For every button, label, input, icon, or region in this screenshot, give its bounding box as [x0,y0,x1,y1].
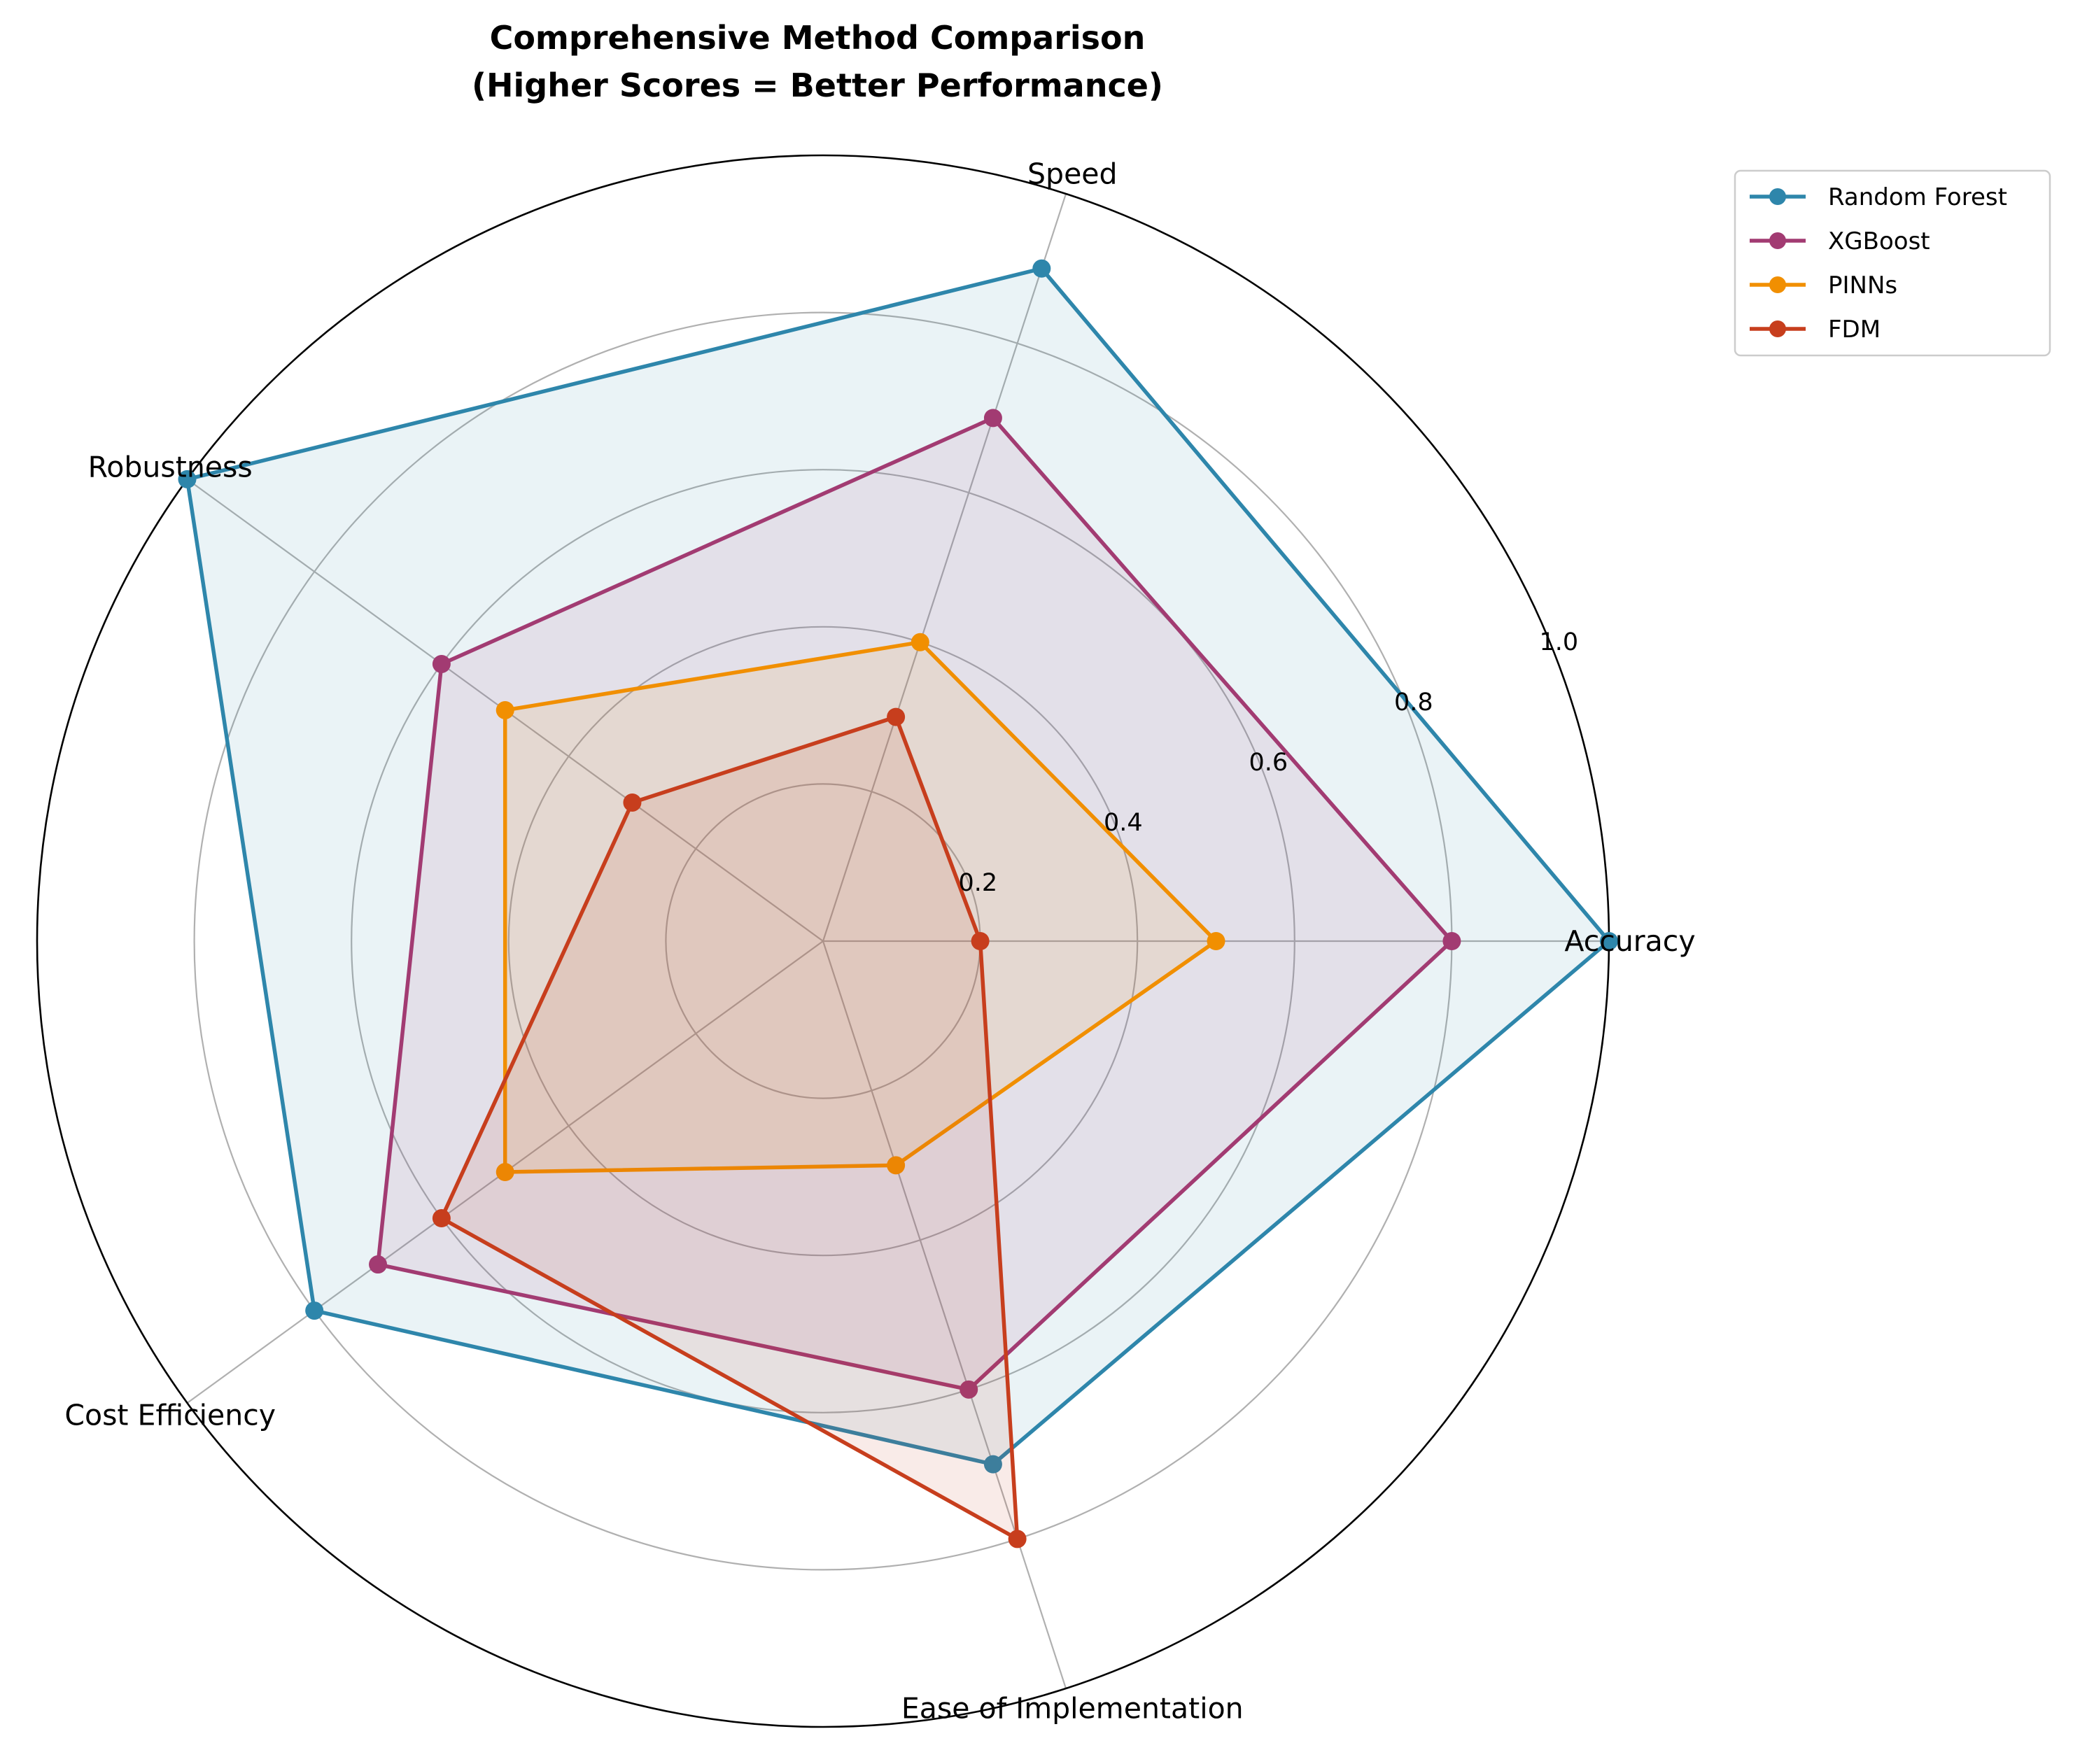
r-tick-label-4: 0.8 [1394,689,1433,717]
r-tick-label-3: 0.6 [1249,749,1288,777]
series-4 [432,707,1027,1548]
data-point-3-2 [911,633,929,651]
legend-marker-1 [1769,188,1786,205]
chart-title-line-1: Comprehensive Method Comparison [490,19,1146,57]
legend-marker-3 [1769,276,1786,293]
series-line-1 [185,267,1611,1467]
data-point-2-3 [432,654,451,673]
legend-marker-2 [1769,232,1786,249]
data-point-4-3 [623,793,642,812]
axis-label-2: Speed [1027,157,1118,190]
series-area-4 [441,717,1018,1539]
series-1 [178,259,1618,1474]
data-point-1-4 [305,1301,324,1320]
legend-label-1: Random Forest [1828,183,2007,211]
axis-label-4: Cost Efficiency [64,1399,276,1432]
legend-frame [1734,169,2051,357]
data-point-1-5 [983,1455,1002,1474]
series-2 [369,409,1461,1399]
series-line-2 [376,416,1454,1392]
legend-marker-4 [1769,320,1786,337]
series-line-4 [440,714,1020,1541]
axis-spoke-5 [822,940,1067,1689]
chart-title: Comprehensive Method Comparison (Higher … [472,19,1163,104]
data-point-4-4 [432,1209,451,1228]
data-point-4-2 [887,707,906,726]
axis-spoke-2 [822,193,1067,942]
series-plot-area [178,259,1618,1548]
data-point-3-4 [496,1163,514,1182]
legend-label-4: FDM [1828,316,1881,344]
data-point-3-1 [1207,932,1225,950]
axis-label-3: Robustness [88,450,253,484]
data-point-1-2 [1032,259,1051,278]
legend-label-2: XGBoost [1828,227,1930,255]
r-tick-label-1: 0.2 [959,869,998,897]
axis-label-1: Accuracy [1564,924,1695,958]
legend: Random Forest XGBoost PINNs FDM [1734,169,2051,357]
data-point-4-1 [971,932,990,950]
data-point-2-1 [1442,932,1461,950]
legend-label-3: PINNs [1828,271,1897,299]
legend-item-3: PINNs [1750,271,1897,299]
data-point-3-5 [887,1156,906,1175]
data-point-4-5 [1008,1530,1027,1548]
legend-item-4: FDM [1750,316,1881,344]
series-area-1 [187,268,1609,1465]
series-area-2 [378,418,1452,1390]
data-point-3-3 [496,700,514,719]
legend-item-2: XGBoost [1750,227,1930,255]
chart-title-line-2: (Higher Scores = Better Performance) [472,66,1163,104]
axis-label-5: Ease of Implementation [901,1692,1244,1726]
axis-labels: Accuracy Speed Robustness Cost Efficiency Ea… [64,157,1695,1725]
r-tick-label-5: 1.0 [1540,628,1579,656]
legend-item-1: Random Forest [1750,183,2007,211]
r-tick-label-2: 0.4 [1104,809,1143,837]
series-3 [496,633,1225,1182]
data-point-1-1 [1600,932,1618,950]
radial-tick-labels: 0.2 0.4 0.6 0.8 1.0 [959,628,1579,897]
data-point-1-3 [178,470,197,488]
data-point-2-5 [960,1380,978,1399]
data-point-2-2 [983,409,1002,428]
series-line-3 [503,640,1218,1174]
data-point-2-4 [369,1255,388,1274]
series-area-3 [505,642,1216,1172]
